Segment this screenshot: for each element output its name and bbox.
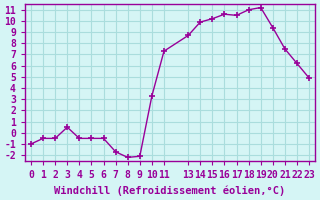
X-axis label: Windchill (Refroidissement éolien,°C): Windchill (Refroidissement éolien,°C) (54, 185, 286, 196)
